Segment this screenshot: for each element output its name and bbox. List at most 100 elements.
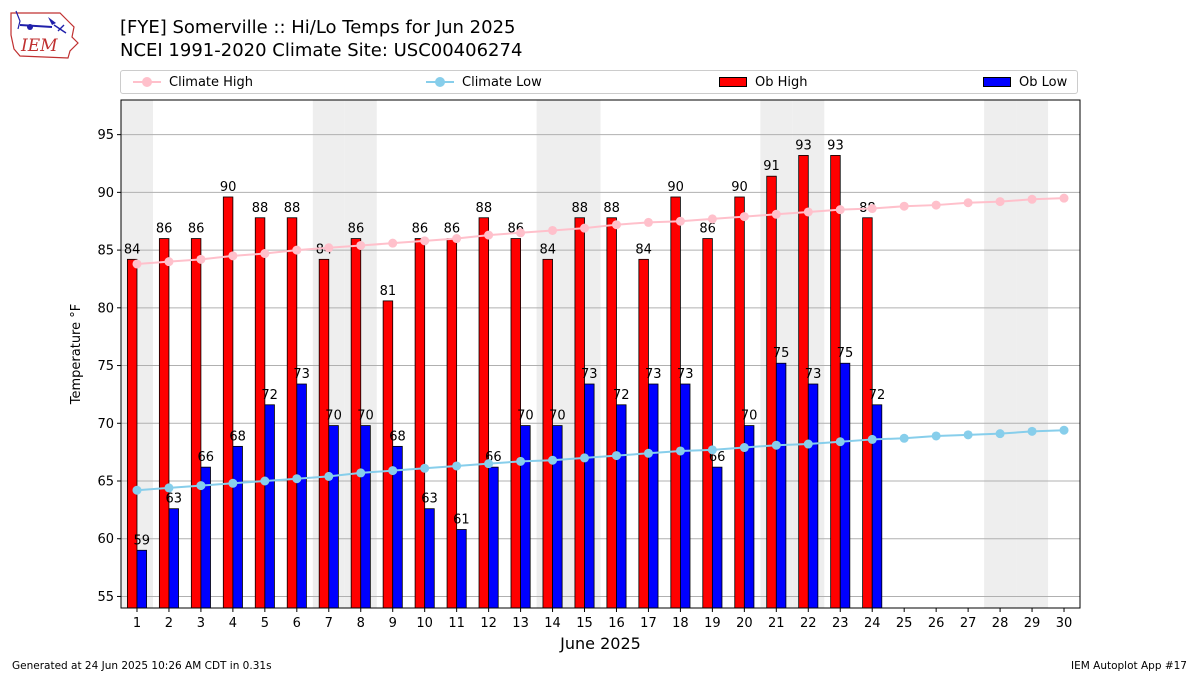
- climate-high-point: [1027, 194, 1037, 204]
- ob-high-bar: [862, 217, 873, 609]
- y-tick-label: 55: [97, 590, 114, 605]
- ob-high-value-label: 90: [667, 180, 684, 195]
- ob-low-bar: [520, 425, 531, 609]
- climate-high-point: [931, 200, 941, 210]
- ob-low-value-label: 70: [357, 409, 374, 424]
- x-tick-label: 13: [512, 616, 529, 631]
- climate-high-point: [292, 245, 302, 255]
- ob-high-value-label: 84: [124, 242, 141, 257]
- climate-low-point: [516, 456, 526, 466]
- climate-high-point: [643, 217, 653, 227]
- iem-logo: IEM: [8, 5, 80, 59]
- climate-low-point: [580, 453, 590, 463]
- climate-low-point: [931, 431, 941, 441]
- ob-low-value-label: 68: [389, 429, 406, 444]
- y-tick-label: 85: [97, 244, 114, 259]
- ob-low-bar: [360, 425, 371, 609]
- y-tick-label: 70: [97, 417, 114, 432]
- ob-low-bar: [648, 383, 659, 609]
- ob-high-bar: [158, 238, 170, 609]
- ob-low-value-label: 72: [613, 388, 630, 403]
- ob-high-value-label: 86: [412, 222, 429, 237]
- ob-low-bar: [584, 383, 595, 609]
- ob-high-value-label: 84: [635, 242, 652, 257]
- ob-low-bar: [424, 508, 435, 609]
- climate-high-point: [771, 209, 781, 219]
- ob-low-bar: [807, 383, 819, 609]
- x-tick-label: 12: [480, 616, 497, 631]
- legend-label: Ob High: [755, 74, 808, 90]
- ob-high-bar: [446, 238, 458, 609]
- x-tick-label: 26: [928, 616, 945, 631]
- x-tick-label: 17: [640, 616, 657, 631]
- x-tick-label: 20: [736, 616, 753, 631]
- climate-high-line: [136, 197, 1065, 265]
- climate-low-point: [995, 429, 1005, 439]
- x-tick-label: 21: [768, 616, 785, 631]
- x-tick-label: 8: [357, 616, 365, 631]
- x-tick-label: 28: [992, 616, 1009, 631]
- ob-low-value-label: 63: [165, 492, 182, 507]
- climate-high-point: [420, 236, 430, 246]
- climate-low-point: [484, 459, 494, 469]
- x-tick-label: 30: [1056, 616, 1073, 631]
- climate-low-point: [228, 478, 238, 488]
- ob-high-bar: [606, 217, 617, 609]
- ob-low-value-label: 70: [741, 409, 758, 424]
- climate-high-point: [484, 230, 494, 240]
- climate-low-point: [643, 448, 653, 458]
- y-tick-label: 95: [97, 128, 114, 143]
- climate-low-point: [771, 440, 781, 450]
- ob-low-bar: [136, 549, 147, 609]
- x-tick-label: 16: [608, 616, 625, 631]
- x-tick-label: 15: [576, 616, 593, 631]
- climate-low-point: [292, 474, 302, 484]
- x-tick-label: 11: [448, 616, 465, 631]
- x-tick-label: 4: [229, 616, 237, 631]
- climate-low-point: [1027, 426, 1037, 436]
- chart-legend: Climate High Climate Low Ob High Ob Low: [120, 70, 1078, 94]
- climate-low-point: [675, 446, 685, 456]
- ob-high-bar: [766, 175, 777, 609]
- legend-item-climate-high: Climate High: [133, 74, 253, 90]
- ob-low-patch-swatch: [983, 77, 1011, 87]
- legend-item-ob-low: Ob Low: [983, 74, 1067, 90]
- climate-high-point: [803, 207, 813, 217]
- ob-low-value-label: 70: [325, 409, 342, 424]
- ob-high-value-label: 81: [380, 284, 397, 299]
- chart-subtitle: NCEI 1991-2020 Climate Site: USC00406274: [120, 40, 523, 61]
- climate-high-point: [707, 214, 717, 224]
- ob-low-bar: [328, 425, 339, 609]
- ob-high-patch-swatch: [719, 77, 747, 87]
- x-tick-label: 7: [325, 616, 333, 631]
- climate-low-point: [963, 430, 973, 440]
- y-tick-label: 90: [97, 186, 114, 201]
- ob-high-value-label: 84: [539, 242, 556, 257]
- ob-low-value-label: 73: [293, 367, 310, 382]
- climate-high-point: [516, 228, 526, 238]
- ob-high-bar: [286, 217, 298, 609]
- climate-low-point: [1059, 425, 1069, 435]
- ob-low-value-label: 59: [134, 533, 151, 548]
- ob-low-value-label: 63: [421, 492, 438, 507]
- climate-high-point: [835, 205, 845, 215]
- ob-low-value-label: 75: [837, 346, 854, 361]
- climate-high-point: [899, 201, 909, 211]
- ob-low-bar: [743, 425, 755, 609]
- ob-high-bar: [414, 238, 426, 609]
- ob-low-bar: [488, 466, 499, 609]
- y-tick-label: 60: [97, 532, 114, 547]
- x-tick-label: 19: [704, 616, 721, 631]
- x-tick-label: 24: [864, 616, 881, 631]
- ob-high-value-label: 86: [348, 222, 365, 237]
- climate-low-point: [548, 455, 558, 465]
- ob-high-value-label: 88: [252, 201, 269, 216]
- x-tick-label: 14: [544, 616, 561, 631]
- ob-low-bar: [680, 383, 691, 609]
- climate-high-point: [228, 251, 238, 261]
- climate-high-point: [388, 238, 398, 248]
- x-tick-label: 23: [832, 616, 849, 631]
- ob-low-value-label: 73: [805, 367, 822, 382]
- climate-low-point: [739, 443, 749, 453]
